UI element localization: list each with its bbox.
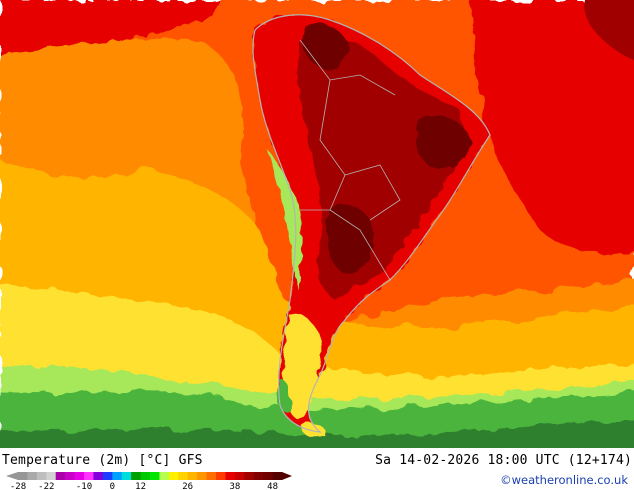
parameter-label: Temperature (2m) [°C] GFS [2,453,203,468]
south-america [252,14,490,438]
andes-green-strip [268,150,303,290]
valid-time-label: Sa 14-02-2026 18:00 UTC (12+174) [375,453,632,468]
colorbar-swatch [84,472,94,480]
colorbar-swatch [187,472,198,480]
colorbar-arrow-low [6,472,18,480]
continent-hotspot [326,204,374,274]
colorbar-swatch [178,472,189,480]
patagonia-yellow [283,313,321,419]
footer: Temperature (2m) [°C] GFS Sa 14-02-2026 … [0,448,634,490]
colorbar-swatch [150,472,160,480]
colorbar-swatch [263,472,273,480]
colorbar-swatch [225,472,236,480]
colorbar-swatch [244,472,255,480]
colorbar-tick-label: 12 [135,482,146,490]
colorbar-tick-label: -10 [76,482,92,490]
colorbar-swatch [140,472,151,480]
colorbar-swatch [121,472,132,480]
credit-link[interactable]: ©weatheronline.co.uk [500,473,628,487]
colorbar-swatch [168,472,179,480]
colorbar-tick-label: 38 [229,482,240,490]
colorbar-swatch [272,472,283,480]
continent-hotspot-brazil [415,116,470,169]
colorbar: -28 -22 -10 0 12 26 38 48 [6,472,292,490]
colorbar-arrow-high [282,472,292,480]
band-atlantic-red [470,0,634,252]
southern-tip-green [278,379,291,414]
band-warm-pool [0,0,220,55]
continent-hotspot-north [302,22,350,69]
colorbar-tick-label: 48 [267,482,278,490]
coastlines [252,14,491,433]
colorbar-swatch [36,472,47,480]
colorbar-swatch [253,472,264,480]
colorbar-swatch [206,472,217,480]
colorbar-swatch [216,472,226,480]
colorbar-tick-label: 0 [110,482,115,490]
temperature-map [0,0,634,448]
coastline-main [252,14,491,433]
colorbar-swatch [131,472,141,480]
colorbar-swatch [65,472,75,480]
colorbar-swatch [234,472,245,480]
border-lines [299,39,401,281]
colorbar-tick-label: 26 [182,482,193,490]
colorbar-swatch [93,472,104,480]
colorbar-swatch [27,472,38,480]
colorbar-swatch [112,472,123,480]
colorbar-tick-label: -28 [10,482,26,490]
colorbar-swatch [159,472,170,480]
colorbar-swatch [102,472,113,480]
colorbar-swatch [18,472,28,480]
colorbar-swatch [197,472,207,480]
africa-corner [584,0,634,60]
band-dark-green [0,420,634,448]
colorbar-swatch [74,472,85,480]
colorbar-swatch [55,472,66,480]
colorbar-swatch [46,472,57,480]
colorbar-tick-label: -22 [38,482,54,490]
